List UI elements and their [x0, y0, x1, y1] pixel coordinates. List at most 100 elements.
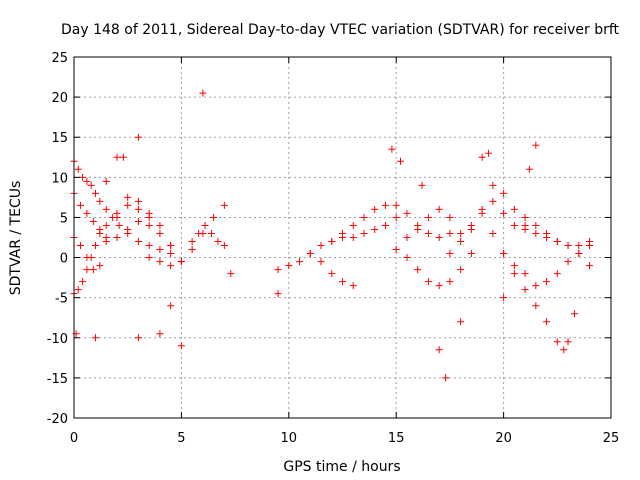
data-point: [570, 310, 578, 318]
data-point: [79, 278, 87, 286]
data-point: [543, 318, 551, 326]
data-point: [167, 302, 175, 310]
data-point: [89, 217, 97, 225]
data-point: [435, 234, 443, 241]
data-point: [134, 217, 142, 225]
data-point: [521, 225, 529, 233]
series-late-band-7: [489, 229, 578, 354]
data-point: [446, 229, 454, 237]
data-point: [414, 225, 422, 233]
data-point: [575, 242, 583, 250]
data-point: [500, 189, 508, 197]
data-point: [199, 89, 207, 97]
data-point: [227, 270, 235, 278]
data-point: [435, 282, 443, 290]
data-point: [457, 238, 465, 246]
data-point: [553, 238, 561, 246]
data-point: [102, 177, 110, 185]
data-point: [553, 338, 561, 346]
data-point: [156, 246, 164, 254]
data-point: [102, 221, 110, 229]
data-point: [564, 338, 572, 346]
data-point: [446, 250, 454, 258]
y-tick-label: 5: [60, 211, 68, 226]
data-point: [424, 213, 432, 221]
data-point: [145, 254, 153, 262]
data-point: [195, 229, 203, 237]
data-point: [96, 197, 104, 205]
data-point: [424, 278, 432, 286]
data-point: [457, 266, 465, 274]
data-point: [113, 153, 121, 161]
data-point: [403, 254, 411, 262]
data-point: [134, 205, 142, 213]
data-point: [392, 201, 400, 209]
data-point: [575, 250, 583, 258]
series-dense-band-early-4: [70, 201, 153, 298]
data-point: [115, 221, 123, 229]
data-point: [388, 145, 396, 153]
data-point: [371, 205, 379, 213]
data-point: [79, 173, 87, 181]
data-point: [467, 221, 475, 229]
data-point: [274, 266, 282, 274]
data-point: [210, 213, 218, 221]
y-tick-label: 15: [51, 131, 68, 146]
data-point: [564, 242, 572, 250]
data-point: [435, 205, 443, 213]
data-point: [296, 258, 304, 266]
data-point: [145, 213, 153, 221]
x-axis-label: GPS time / hours: [283, 459, 400, 475]
grid: [74, 57, 611, 418]
data-point: [360, 213, 368, 221]
data-point: [489, 197, 497, 205]
y-tick-label: -10: [47, 332, 68, 347]
data-point: [167, 262, 175, 270]
data-point: [220, 201, 228, 209]
data-point: [489, 181, 497, 189]
data-point: [317, 258, 325, 266]
series-late-band-5: [403, 189, 529, 241]
data-point: [134, 238, 142, 246]
data-point: [76, 242, 84, 250]
data-point: [119, 153, 127, 161]
plot-frame: [73, 56, 612, 419]
data-point: [83, 266, 91, 274]
data-point: [543, 278, 551, 286]
data-point: [74, 286, 82, 294]
data-point: [381, 201, 389, 209]
data-point: [220, 242, 228, 250]
data-point: [543, 229, 551, 237]
data-point: [96, 262, 104, 270]
data-point: [328, 238, 336, 246]
data-point: [87, 181, 95, 189]
data-point: [328, 270, 336, 278]
data-point: [274, 290, 282, 298]
data-point: [500, 250, 508, 258]
data-point: [76, 201, 84, 209]
data-point: [91, 189, 99, 197]
data-point: [532, 302, 540, 310]
data-point: [403, 234, 411, 241]
data-point: [457, 318, 465, 326]
data-point: [156, 229, 164, 237]
data-point: [586, 242, 594, 250]
tick-labels: 0 5 10 15 20 25 -20 -15 -10 -5 0 5 10 15 20 25: [47, 51, 620, 446]
chart-title: Day 148 of 2011, Sidereal Day-to-day VTE…: [61, 22, 620, 38]
data-point: [91, 242, 99, 250]
data-point: [96, 229, 104, 237]
data-point: [446, 278, 454, 286]
data-point: [177, 258, 185, 266]
data-point: [87, 254, 95, 262]
data-point: [489, 229, 497, 237]
data-point: [360, 229, 368, 237]
data-point: [553, 270, 561, 278]
series-late-band-4: [392, 246, 475, 290]
data-point: [560, 346, 568, 354]
y-axis-label: SDTVAR / TECUs: [8, 181, 24, 296]
data-point: [532, 229, 540, 237]
data-point: [396, 157, 404, 165]
y-tick-label: -20: [47, 412, 68, 427]
